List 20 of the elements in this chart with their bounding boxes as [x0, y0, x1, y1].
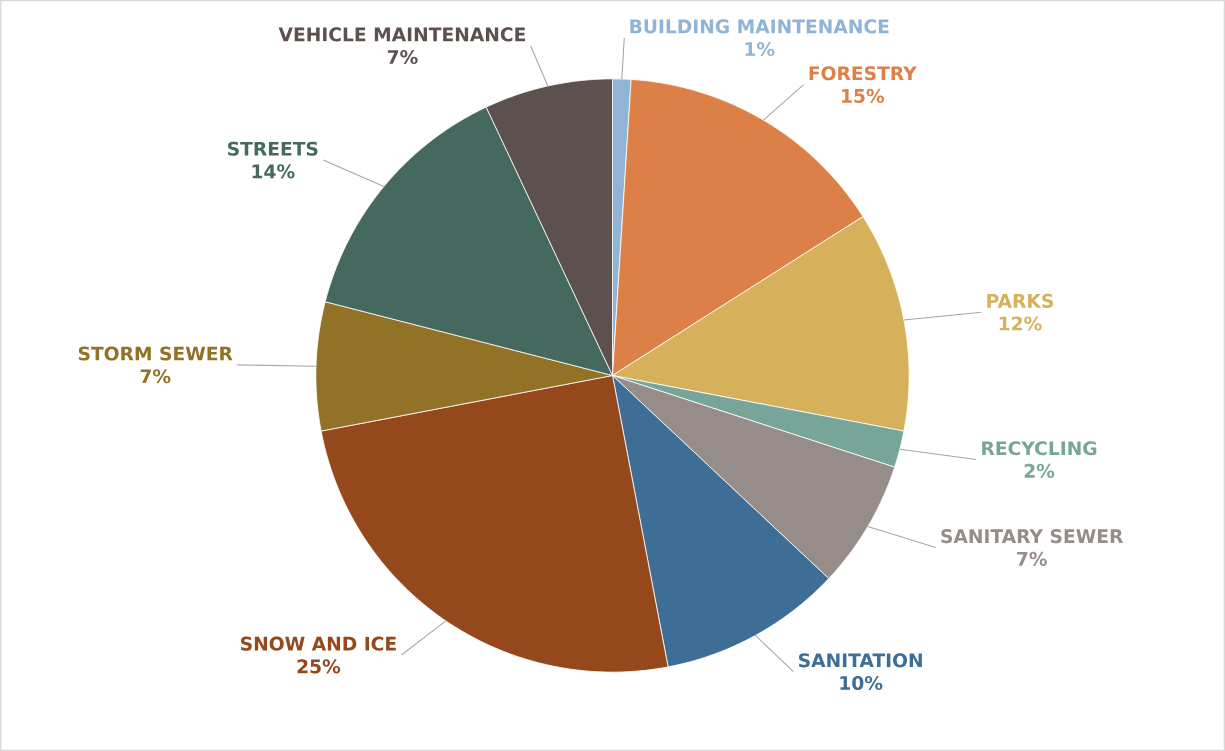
- data-label: 7%: [387, 49, 418, 65]
- slice-label: STORM SEWER: [78, 346, 233, 361]
- slice-label: STREETS: [228, 141, 318, 156]
- data-label: 12%: [999, 316, 1042, 331]
- slice-label: SANITARY SEWER: [941, 529, 1124, 544]
- slice-label: SANITATION: [799, 653, 922, 668]
- data-label: 7%: [140, 369, 171, 384]
- slice-label: SNOW AND ICE: [241, 636, 396, 651]
- slice-label: PARKS: [987, 293, 1053, 308]
- slice-label: RECYCLING: [982, 441, 1097, 456]
- slice-label: VEHICLE MAINTENANCE: [278, 27, 525, 42]
- slice-label: BUILDING MAINTENANCE: [630, 19, 889, 34]
- data-label: 7%: [1017, 551, 1047, 566]
- data-label: 25%: [297, 659, 341, 674]
- data-label: 1%: [745, 41, 775, 57]
- data-label: 2%: [1024, 463, 1055, 478]
- data-label: 14%: [252, 164, 295, 179]
- data-label: 15%: [842, 88, 885, 103]
- slice-label: FORESTRY: [809, 66, 917, 81]
- data-label: 10%: [840, 675, 883, 691]
